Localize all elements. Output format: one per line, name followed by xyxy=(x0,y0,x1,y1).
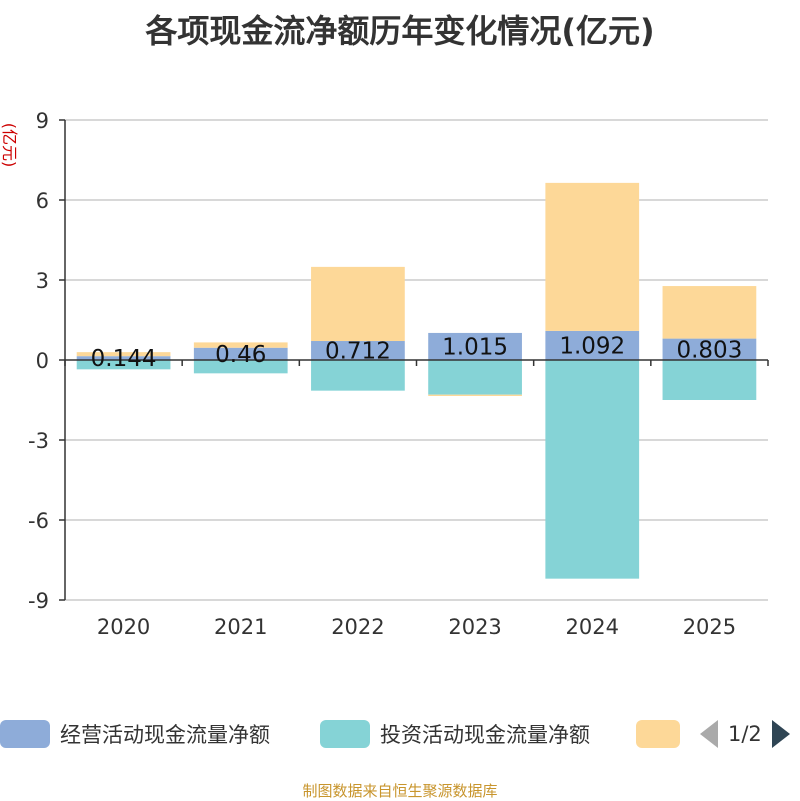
bar-series-2 xyxy=(545,182,640,331)
legend-item-operating[interactable]: 经营活动现金流量净额 xyxy=(0,716,270,752)
pager-prev-icon[interactable] xyxy=(700,720,718,748)
y-tick-label: 3 xyxy=(36,269,49,293)
chart-title: 各项现金流净额历年变化情况(亿元) xyxy=(145,12,655,50)
bar-series-2 xyxy=(193,342,288,348)
legend-swatch xyxy=(636,720,680,748)
bar-series-1 xyxy=(545,360,640,579)
bar-series-1 xyxy=(311,360,405,391)
bar-series-2 xyxy=(428,394,522,396)
legend-label: 经营活动现金流量净额 xyxy=(60,723,270,747)
pager-next-icon[interactable] xyxy=(771,720,790,748)
data-label: 0.803 xyxy=(676,337,742,363)
bar-series-0 xyxy=(428,332,522,360)
bar-series-1 xyxy=(76,360,171,370)
bar-series-0 xyxy=(545,330,640,360)
legend: 经营活动现金流量净额 投资活动现金流量净额 xyxy=(0,716,800,752)
x-tick-label: 2021 xyxy=(214,615,267,639)
legend-item-financing[interactable] xyxy=(636,716,680,752)
bar-series-0 xyxy=(311,341,405,360)
bar-series-1 xyxy=(428,360,522,395)
data-label: 1.015 xyxy=(442,334,508,360)
legend-swatch xyxy=(0,720,50,748)
x-tick-label: 2023 xyxy=(448,615,501,639)
data-label: 0.712 xyxy=(325,339,391,365)
y-tick-label: 9 xyxy=(36,109,49,133)
data-label: 1.092 xyxy=(559,333,625,359)
y-axis-title: (亿元) xyxy=(0,123,19,168)
x-tick-label: 2025 xyxy=(683,615,736,639)
source-note: 制图数据来自恒生聚源数据库 xyxy=(302,782,498,800)
y-tick-label: -9 xyxy=(28,589,49,613)
legend-pager: 1/2 xyxy=(700,716,790,752)
chart-plot: 9 6 3 0 -3 -6 -9 2020 0.144 2021 0.46 2022 0.712 202… xyxy=(0,109,769,639)
x-tick-label: 2024 xyxy=(566,615,619,639)
y-tick-label: 6 xyxy=(36,189,49,213)
bar-series-1 xyxy=(662,360,757,400)
pager-page-number: 1/2 xyxy=(728,722,762,746)
bar-series-0 xyxy=(76,356,171,360)
legend-label: 投资活动现金流量净额 xyxy=(380,723,590,747)
legend-swatch xyxy=(320,720,370,748)
data-label: 0.46 xyxy=(215,342,266,368)
x-tick-label: 2022 xyxy=(331,615,384,639)
bar-series-2 xyxy=(76,352,171,357)
bar-series-1 xyxy=(193,360,288,374)
legend-item-investing[interactable]: 投资活动现金流量净额 xyxy=(320,716,590,752)
bar-series-2 xyxy=(662,286,757,339)
bar-series-0 xyxy=(662,338,757,360)
y-tick-label: -3 xyxy=(28,429,49,453)
data-label: 0.144 xyxy=(91,346,157,372)
x-tick-label: 2020 xyxy=(97,615,150,639)
bar-series-2 xyxy=(311,266,405,342)
y-tick-label: -6 xyxy=(28,509,49,533)
bar-series-0 xyxy=(193,347,288,360)
y-tick-label: 0 xyxy=(36,349,49,373)
